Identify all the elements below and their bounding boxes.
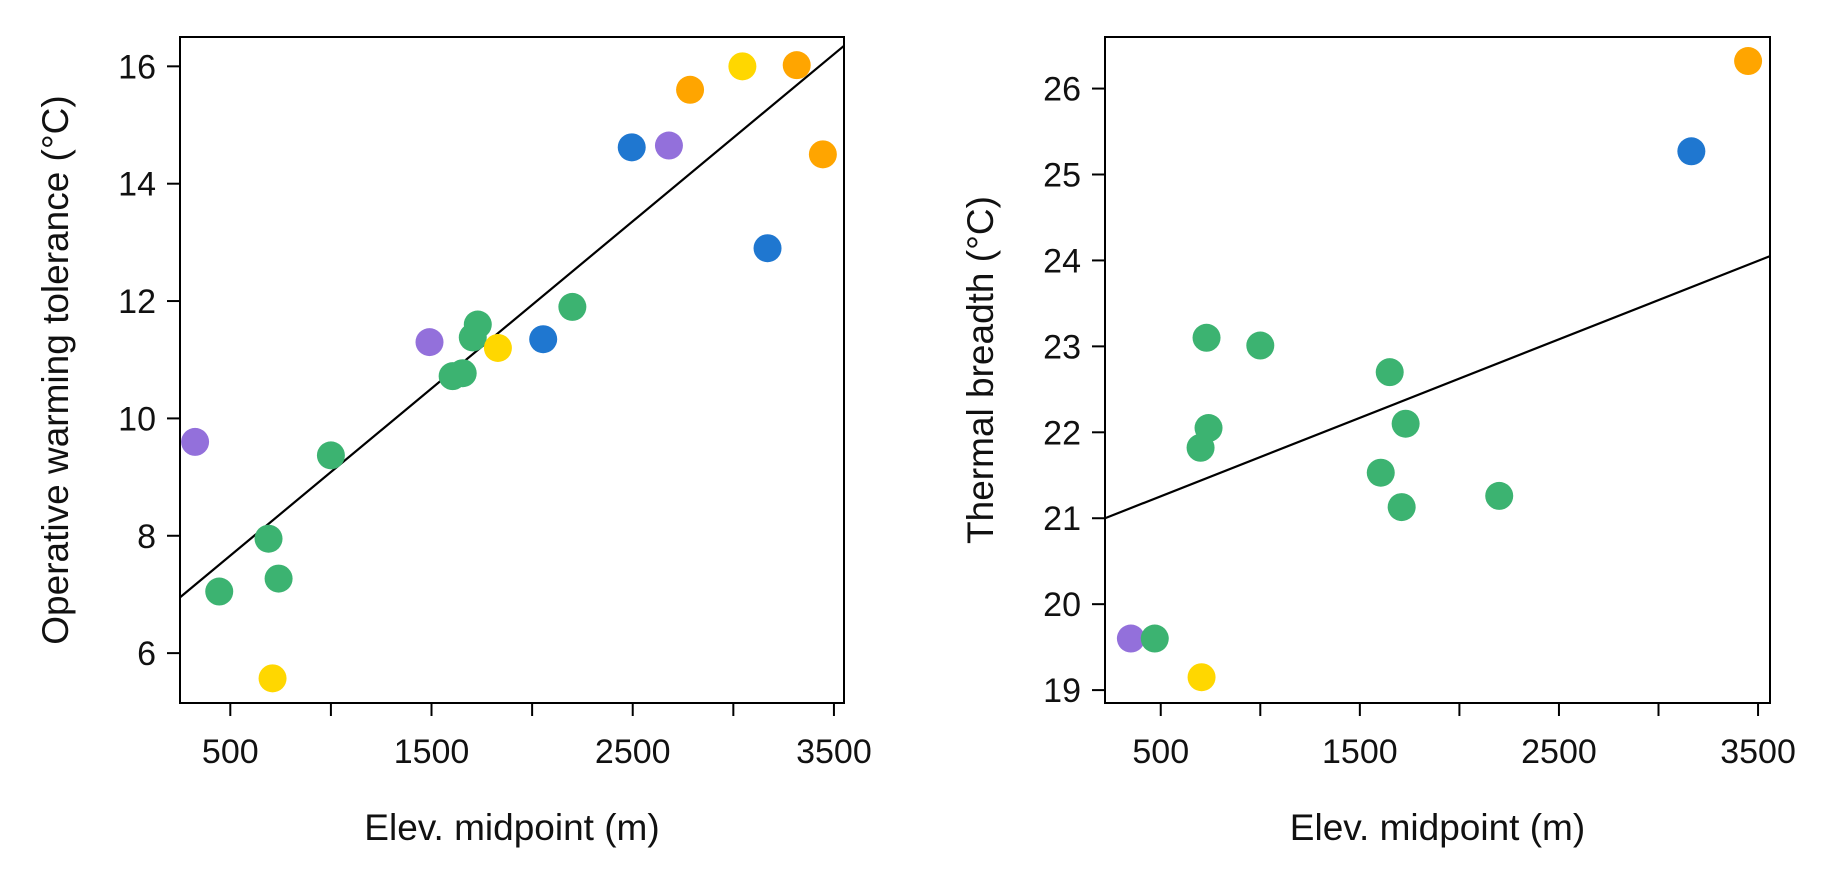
- data-point: [617, 133, 646, 162]
- plot-frame: [179, 36, 845, 704]
- data-point: [782, 51, 811, 80]
- data-point: [1387, 493, 1416, 522]
- x-tick-label: 2500: [595, 733, 671, 771]
- y-tick-label: 12: [118, 283, 156, 321]
- data-point: [529, 325, 558, 354]
- data-point: [654, 131, 683, 160]
- data-point: [181, 427, 210, 456]
- x-axis-title: Elev. midpoint (m): [1290, 807, 1585, 848]
- data-point: [753, 234, 782, 263]
- data-point: [264, 564, 293, 593]
- y-tick-label: 25: [1043, 156, 1081, 194]
- data-point: [676, 75, 705, 104]
- y-axis-title: Thermal breadth (°C): [960, 196, 1001, 544]
- data-point: [415, 328, 444, 357]
- x-tick-label: 500: [202, 733, 259, 771]
- data-point: [258, 664, 287, 693]
- y-tick-label: 23: [1043, 328, 1081, 366]
- plot-frame: [1104, 36, 1771, 704]
- y-tick-label: 16: [118, 48, 156, 86]
- y-tick-label: 14: [118, 166, 156, 204]
- data-point: [1366, 458, 1395, 487]
- data-point: [1391, 409, 1420, 438]
- regression-line: [179, 44, 845, 599]
- data-point: [205, 577, 234, 606]
- data-point: [463, 310, 492, 339]
- x-tick-label: 3500: [796, 733, 872, 771]
- data-point: [483, 333, 512, 362]
- data-point: [1187, 663, 1216, 692]
- data-point: [1246, 331, 1275, 360]
- x-tick-label: 1500: [394, 733, 470, 771]
- panel-operative-warming-tolerance: 500 1500 2500 3500 6 8 10 12 14 16 Elev. midpoint…: [35, 36, 872, 848]
- x-tick-label: 500: [1132, 733, 1189, 771]
- data-point: [1194, 414, 1223, 443]
- data-point: [1192, 323, 1221, 352]
- x-tick-label: 2500: [1521, 733, 1597, 771]
- x-axis-title: Elev. midpoint (m): [364, 807, 659, 848]
- data-point: [316, 441, 345, 470]
- x-tick-label: 3500: [1720, 733, 1796, 771]
- data-point: [728, 52, 757, 81]
- data-point: [1140, 624, 1169, 653]
- y-tick-label: 6: [137, 635, 156, 673]
- y-tick-label: 21: [1043, 500, 1081, 538]
- data-point: [558, 292, 587, 321]
- regression-line: [1104, 255, 1771, 520]
- y-axis-title: Operative warming tolerance (°C): [35, 95, 76, 644]
- y-tick-label: 22: [1043, 414, 1081, 452]
- y-tick-label: 20: [1043, 586, 1081, 624]
- x-tick-label: 1500: [1322, 733, 1398, 771]
- y-tick-label: 24: [1043, 242, 1081, 280]
- data-point: [448, 359, 477, 388]
- panel-thermal-breadth: 500 1500 2500 3500 19 20 21 22 23 24 25 26 Elev. mi…: [960, 36, 1796, 848]
- y-tick-label: 19: [1043, 672, 1081, 710]
- data-point: [254, 524, 283, 553]
- y-tick-label: 10: [118, 400, 156, 438]
- data-point: [1734, 47, 1763, 76]
- y-tick-label: 26: [1043, 71, 1081, 109]
- data-point: [1485, 481, 1514, 510]
- data-point: [1375, 358, 1404, 387]
- data-point: [808, 140, 837, 169]
- data-point: [1116, 624, 1145, 653]
- data-point: [1677, 137, 1706, 166]
- y-tick-label: 8: [137, 518, 156, 556]
